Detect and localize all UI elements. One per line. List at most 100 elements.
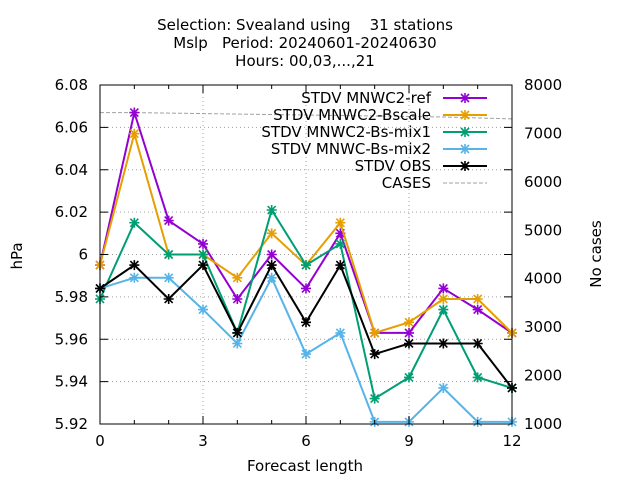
data-point (335, 327, 346, 338)
data-point (472, 338, 483, 349)
y2-tick-label: 4000 (524, 270, 562, 288)
data-point-marker (335, 238, 346, 249)
data-point (472, 304, 483, 315)
data-point (232, 293, 243, 304)
y-tick-label: 6.02 (55, 203, 88, 221)
data-point-marker (266, 249, 277, 260)
data-point-marker (369, 393, 380, 404)
x-tick-label: 0 (95, 432, 105, 450)
data-point (335, 217, 346, 228)
title-line: Hours: 00,03,...,21 (235, 52, 375, 70)
chart-title: Selection: Svealand using 31 stationsMsl… (157, 16, 453, 70)
data-point-marker (335, 228, 346, 239)
data-point-marker (198, 260, 208, 271)
x-tick-label: 12 (502, 432, 521, 450)
data-point-marker (129, 260, 140, 271)
data-point-marker (472, 372, 483, 383)
data-point (404, 317, 414, 328)
data-point-marker (438, 304, 449, 315)
data-point (301, 260, 311, 271)
y-tick-label: 5.98 (55, 288, 88, 306)
data-point (232, 272, 243, 283)
y2-tick-label: 7000 (524, 124, 562, 142)
data-point-marker (163, 293, 174, 304)
data-point (438, 304, 449, 315)
data-point (198, 260, 208, 271)
legend-label: CASES (382, 174, 431, 192)
data-point (369, 327, 380, 338)
data-point (163, 249, 174, 260)
data-point (460, 110, 470, 120)
data-point (369, 349, 380, 360)
legend-label: STDV OBS (355, 157, 431, 175)
data-point-marker (232, 338, 243, 349)
data-point (163, 215, 174, 226)
data-point-marker (232, 327, 243, 338)
data-point (301, 283, 311, 294)
data-point (301, 317, 311, 328)
data-point (301, 349, 311, 360)
data-point (404, 372, 414, 383)
data-point-marker (438, 338, 449, 349)
data-point-marker (460, 110, 470, 120)
data-point-marker (369, 327, 380, 338)
series-cases (100, 112, 513, 120)
y-tick-label: 6.06 (55, 118, 88, 136)
title-line: Selection: Svealand using 31 stations (157, 16, 453, 34)
y2-tick-label: 2000 (524, 367, 562, 385)
legend-label: STDV MNWC-Bs-mix2 (271, 140, 431, 158)
data-point-marker (460, 144, 470, 154)
data-point (460, 144, 470, 154)
data-point (460, 93, 470, 103)
data-point (163, 293, 174, 304)
data-point-marker (198, 304, 208, 315)
data-point-marker (472, 293, 483, 304)
data-point-marker (335, 217, 346, 228)
legend-label: STDV MNWC2-Bscale (273, 106, 431, 124)
data-point (404, 327, 414, 338)
data-point (335, 228, 346, 239)
data-point (129, 217, 140, 228)
y-tick-label: 6.08 (55, 76, 88, 94)
data-point (404, 338, 414, 349)
y-tick-label: 5.92 (55, 415, 88, 433)
axes: 5.92 5.94 5.96 5.98 6 6.02 6.04 6.06 6.08 1000 200… (8, 76, 605, 475)
data-point-marker (335, 327, 346, 338)
series-line (99, 207, 513, 401)
data-point (472, 372, 483, 383)
y-tick-label: 6 (78, 246, 88, 264)
y2-tick-label: 8000 (524, 76, 562, 94)
data-point-marker (232, 272, 243, 283)
data-point-marker (472, 338, 483, 349)
data-point-marker (404, 372, 414, 383)
legend-label: STDV MNWC2-ref (301, 89, 431, 107)
data-point-marker (335, 260, 346, 271)
data-point-marker (404, 317, 414, 328)
data-point (163, 272, 174, 283)
data-point-marker (198, 249, 208, 260)
data-point-marker (129, 217, 140, 228)
data-point-marker (460, 127, 470, 137)
data-point-marker (369, 349, 380, 360)
legend-label: STDV MNWC2-Bs-mix1 (261, 123, 431, 141)
series-lines (95, 107, 517, 427)
data-point (266, 205, 277, 216)
data-point (460, 127, 470, 137)
data-point-marker (404, 338, 414, 349)
data-point-marker (301, 317, 311, 328)
data-point-marker (472, 304, 483, 315)
data-point (335, 260, 346, 271)
data-point (460, 161, 470, 171)
y-tick-label: 6.04 (55, 161, 88, 179)
y2-tick-label: 3000 (524, 318, 562, 336)
data-point (198, 304, 208, 315)
data-point (129, 272, 140, 283)
data-point-marker (438, 283, 449, 294)
data-point (266, 228, 277, 239)
x-axis-label: Forecast length (247, 457, 363, 475)
data-point-marker (266, 205, 277, 216)
data-point-marker (460, 161, 470, 171)
series-line (100, 112, 513, 120)
